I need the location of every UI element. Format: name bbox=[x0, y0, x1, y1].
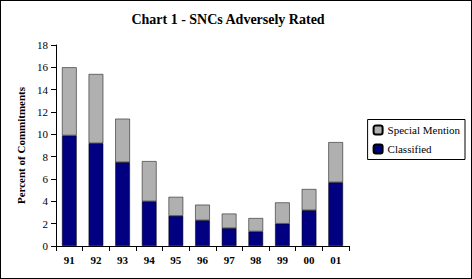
svg-text:99: 99 bbox=[277, 254, 289, 266]
svg-text:01: 01 bbox=[330, 254, 341, 266]
svg-text:14: 14 bbox=[37, 84, 49, 96]
svg-text:91: 91 bbox=[64, 254, 75, 266]
svg-text:12: 12 bbox=[37, 106, 48, 118]
svg-text:8: 8 bbox=[43, 151, 49, 163]
svg-text:93: 93 bbox=[117, 254, 129, 266]
svg-text:Percent of Commitments: Percent of Commitments bbox=[15, 86, 27, 204]
svg-text:0: 0 bbox=[43, 240, 49, 252]
svg-text:00: 00 bbox=[304, 254, 316, 266]
svg-text:2: 2 bbox=[43, 218, 49, 230]
svg-text:98: 98 bbox=[250, 254, 262, 266]
svg-text:Special Mention: Special Mention bbox=[388, 124, 461, 136]
svg-text:94: 94 bbox=[144, 254, 156, 266]
svg-text:18: 18 bbox=[37, 39, 49, 51]
svg-text:97: 97 bbox=[224, 254, 236, 266]
svg-text:92: 92 bbox=[90, 254, 102, 266]
svg-text:Chart 1 - SNCs Adversely Rated: Chart 1 - SNCs Adversely Rated bbox=[131, 12, 324, 27]
svg-text:96: 96 bbox=[197, 254, 209, 266]
svg-text:4: 4 bbox=[43, 195, 49, 207]
svg-text:16: 16 bbox=[37, 61, 49, 73]
svg-text:10: 10 bbox=[37, 128, 49, 140]
svg-text:Classified: Classified bbox=[388, 143, 432, 155]
svg-text:95: 95 bbox=[170, 254, 182, 266]
svg-text:6: 6 bbox=[43, 173, 49, 185]
